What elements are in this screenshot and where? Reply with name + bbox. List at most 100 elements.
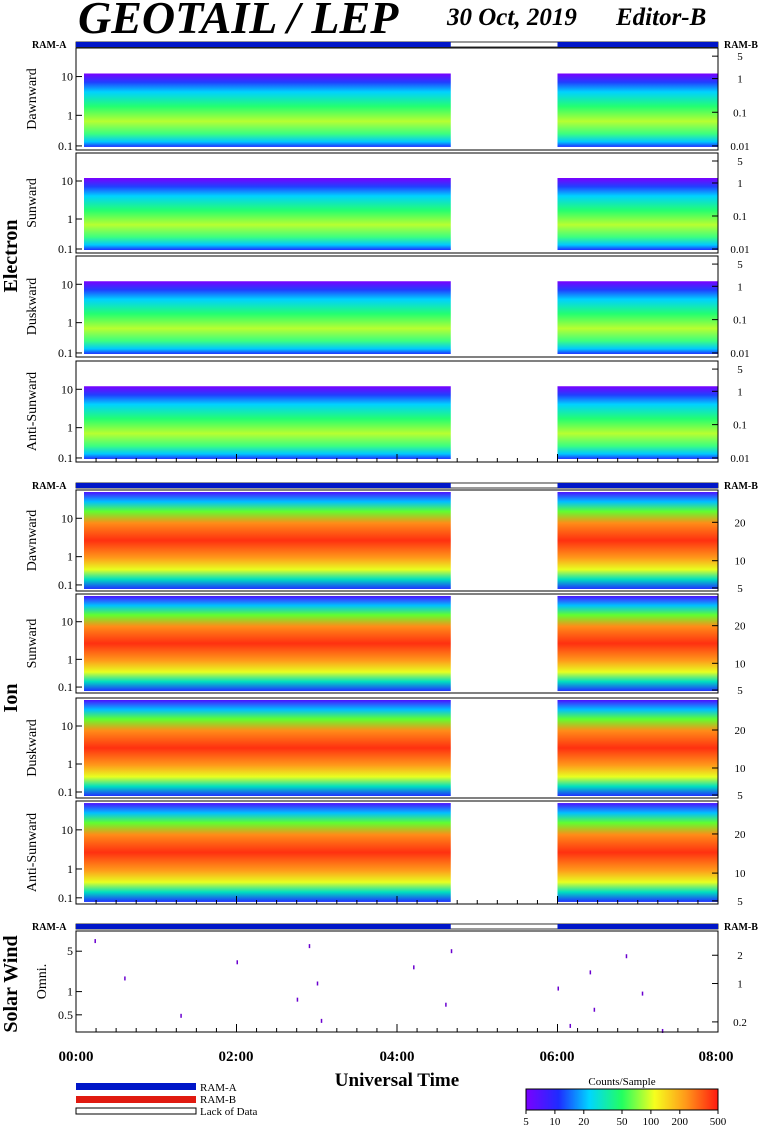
heatmap-segment [557, 386, 718, 459]
right-tick-label: 5 [737, 51, 743, 63]
left-tick-label: 1 [67, 757, 73, 771]
right-tick-label: 5 [737, 156, 743, 168]
left-tick-label: 1 [67, 212, 73, 226]
ram-a-label: RAM-A [32, 40, 67, 51]
x-tick-label-4: 08:00 [699, 1049, 734, 1065]
left-tick-label: 0.1 [58, 242, 73, 256]
heatmap-segment [557, 595, 718, 692]
colorbar-ticks: 5 10 20 50 100 200 500 [523, 1110, 727, 1128]
solar-wind-point [589, 970, 592, 975]
right-tick-label: 0.01 [730, 348, 749, 360]
x-axis-label: Universal Time [335, 1070, 459, 1091]
right-tick-label: 10 [735, 763, 747, 775]
left-tick-label: 0.1 [58, 578, 73, 592]
ram-a-interval [76, 483, 451, 488]
legend-ram-a-label: RAM-A [200, 1082, 237, 1094]
heatmap-segment [84, 178, 451, 250]
left-tick-label: 1 [67, 316, 73, 330]
colorbar-tick-label: 200 [672, 1116, 689, 1128]
ram-legend: RAM-A RAM-B Lack of Data [75, 1082, 258, 1118]
heatmap-segment [84, 595, 451, 692]
right-tick-label: 5 [737, 259, 743, 271]
left-tick-label: 5 [67, 944, 73, 958]
x-tick-label-2: 04:00 [380, 1049, 415, 1065]
solar-wind-point [316, 981, 319, 986]
right-tick-label: 20 [735, 621, 747, 633]
solar-wind-point [180, 1013, 182, 1018]
colorbar-tick-label: 500 [710, 1116, 727, 1128]
panels-layer [84, 73, 718, 1033]
solar-wind-point [641, 991, 644, 996]
heatmap-segment [557, 803, 718, 902]
panel-label: Dawnward [25, 68, 40, 129]
chart-editor: Editor-B [615, 4, 706, 31]
solar-wind-point [124, 976, 126, 981]
left-tick-label: 10 [61, 823, 73, 837]
right-tick-label: 20 [735, 725, 747, 737]
right-tick-label: 5 [737, 896, 743, 908]
colorbar-tick-label: 5 [523, 1116, 529, 1128]
solar-wind-point [450, 949, 453, 954]
heatmap-segment [557, 700, 718, 796]
left-tick-label: 1 [67, 108, 73, 122]
right-tick-label: 1 [737, 74, 743, 86]
ram-a-interval [557, 42, 718, 47]
colorbar-tick-label: 50 [617, 1116, 629, 1128]
solar-wind-point [661, 1028, 664, 1033]
ram-a-interval [76, 924, 451, 929]
panel-frame [75, 47, 719, 151]
right-tick-label: 1 [737, 281, 743, 293]
solar-wind-point [296, 997, 299, 1002]
heatmap-segment [84, 386, 451, 459]
heatmap-segment [84, 700, 451, 796]
ram-a-label: RAM-A [32, 481, 67, 492]
solar-wind-point [557, 986, 559, 991]
solar-wind-point [308, 944, 311, 949]
legend-lack-swatch [75, 1107, 197, 1115]
ram-a-label: RAM-A [32, 922, 67, 933]
ram-status-bar: RAM-A RAM-B [32, 922, 758, 933]
chart-title: GEOTAIL / LEP [78, 0, 399, 43]
right-tick-label: 0.01 [730, 141, 749, 153]
right-tick-label: 20 [735, 517, 747, 529]
right-tick-label: 5 [737, 583, 743, 595]
left-tick-label: 10 [61, 719, 73, 733]
legend-ram-b-label: RAM-B [200, 1094, 236, 1106]
left-tick-label: 10 [61, 277, 73, 291]
heatmap-segment [557, 492, 718, 589]
right-tick-label: 5 [737, 790, 743, 802]
ram-a-interval [557, 924, 718, 929]
right-tick-label: 0.1 [733, 315, 747, 327]
left-tick-label: 1 [67, 550, 73, 564]
left-tick-label: 10 [61, 382, 73, 396]
right-tick-label: 1 [737, 386, 743, 398]
panel-frame [75, 489, 719, 592]
x-tick-label-0: 00:00 [59, 1049, 94, 1065]
colorbar-tick-label: 10 [549, 1116, 561, 1128]
legend-lack-label: Lack of Data [200, 1106, 258, 1118]
solar-wind-point [94, 939, 96, 944]
left-tick-label: 1 [67, 985, 73, 999]
heatmap-segment [84, 803, 451, 902]
solar-wind-point [593, 1007, 596, 1012]
right-tick-label: 5 [737, 685, 743, 697]
panel-label: Duskward [25, 719, 40, 777]
legend-ram-b-swatch [76, 1096, 196, 1103]
panel-label: Omni. [35, 964, 50, 999]
heatmap-segment [557, 178, 718, 250]
colorbar-gradient [525, 1088, 719, 1111]
ram-a-interval [557, 483, 718, 488]
left-tick-label: 0.1 [58, 139, 73, 153]
heatmap-segment [557, 73, 718, 147]
right-tick-label: 10 [735, 868, 747, 880]
left-tick-label: 10 [61, 70, 73, 84]
heatmap-segment [557, 281, 718, 354]
left-tick-label: 10 [61, 174, 73, 188]
right-tick-label: 0.1 [733, 420, 747, 432]
right-tick-label: 1 [737, 178, 743, 190]
solar-wind-point [445, 1002, 447, 1007]
left-tick-label: 0.1 [58, 891, 73, 905]
colorbar-tick-label: 100 [643, 1116, 660, 1128]
panel-label: Sunward [25, 619, 40, 669]
solar-wind-point [625, 954, 628, 959]
